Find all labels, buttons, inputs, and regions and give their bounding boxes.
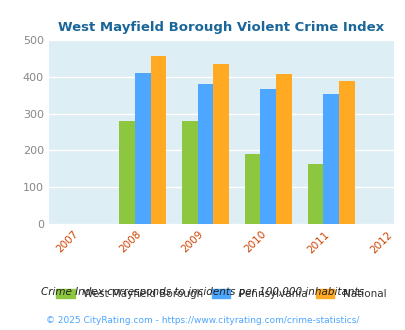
Bar	[322, 94, 338, 224]
Bar	[197, 84, 213, 224]
Title: West Mayfield Borough Violent Crime Index: West Mayfield Borough Violent Crime Inde…	[58, 21, 384, 34]
Bar	[213, 64, 228, 224]
Bar	[181, 121, 197, 224]
Legend: West Mayfield Borough, Pennsylvania, National: West Mayfield Borough, Pennsylvania, Nat…	[56, 289, 386, 299]
Bar	[338, 82, 354, 224]
Bar	[275, 74, 291, 224]
Text: © 2025 CityRating.com - https://www.cityrating.com/crime-statistics/: © 2025 CityRating.com - https://www.city…	[46, 315, 359, 325]
Bar	[150, 56, 166, 224]
Bar	[119, 121, 135, 224]
Text: Crime Index corresponds to incidents per 100,000 inhabitants: Crime Index corresponds to incidents per…	[41, 287, 364, 297]
Bar	[307, 164, 322, 224]
Bar	[135, 73, 150, 224]
Bar	[244, 154, 260, 224]
Bar	[260, 89, 275, 224]
